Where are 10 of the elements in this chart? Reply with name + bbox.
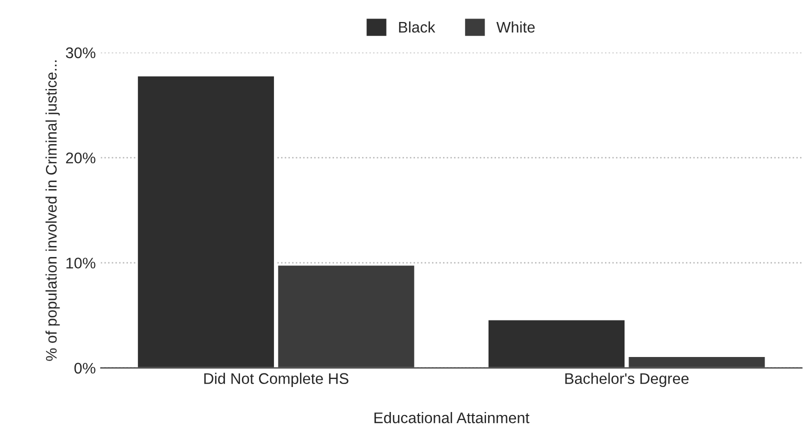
x-tick-label: Bachelor's Degree xyxy=(565,372,689,388)
legend-label: Black xyxy=(399,21,436,33)
y-tick-label: 30% xyxy=(66,47,96,58)
x-axis-title: Educational Attainment xyxy=(374,412,530,424)
y-tick-label: 10% xyxy=(66,258,96,268)
legend-label: White xyxy=(496,21,535,33)
y-tick-label: 20% xyxy=(66,152,96,164)
y-tick-label: 0% xyxy=(74,362,96,374)
y-axis-title: % of population involved in Criminal justice... xyxy=(46,60,60,361)
x-tick-label: Did Not Complete HS xyxy=(204,372,348,388)
